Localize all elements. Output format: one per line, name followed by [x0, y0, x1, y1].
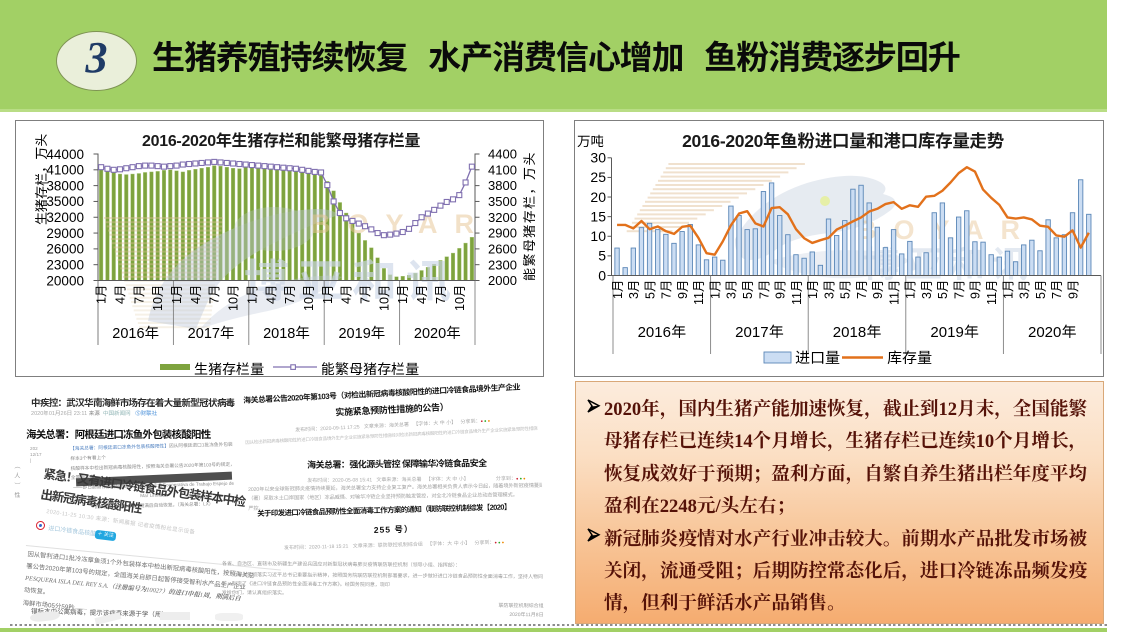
svg-text:32000: 32000	[46, 210, 84, 225]
svg-text:15: 15	[590, 208, 606, 224]
svg-text:11月: 11月	[692, 280, 706, 306]
svg-text:5月: 5月	[936, 280, 950, 300]
svg-text:1月: 1月	[170, 285, 184, 305]
svg-text:35000: 35000	[46, 194, 84, 209]
svg-text:2018年: 2018年	[263, 325, 310, 342]
svg-text:4月: 4月	[264, 285, 278, 305]
svg-text:5: 5	[598, 248, 606, 264]
svg-text:3月: 3月	[627, 280, 641, 300]
svg-text:进口量: 进口量	[795, 350, 840, 367]
svg-text:3月: 3月	[1018, 280, 1032, 300]
svg-text:2600: 2600	[488, 241, 517, 256]
svg-text:万吨: 万吨	[577, 134, 604, 149]
svg-text:2016-2020年生猪存栏和能繁母猪存栏量: 2016-2020年生猪存栏和能繁母猪存栏量	[142, 131, 420, 150]
svg-text:2300: 2300	[488, 257, 517, 272]
svg-text:7月: 7月	[132, 285, 146, 305]
svg-text:25: 25	[590, 169, 606, 185]
svg-text:4400: 4400	[488, 147, 517, 162]
svg-text:2000: 2000	[488, 273, 517, 288]
svg-text:7月: 7月	[359, 285, 373, 305]
svg-text:10: 10	[590, 228, 606, 244]
svg-text:10月: 10月	[302, 285, 316, 311]
svg-text:2020年: 2020年	[414, 325, 461, 342]
svg-text:2900: 2900	[488, 226, 517, 241]
svg-text:23000: 23000	[46, 257, 84, 272]
svg-text:3800: 3800	[488, 178, 517, 193]
svg-text:9月: 9月	[676, 280, 690, 300]
svg-text:38000: 38000	[46, 178, 84, 193]
svg-text:30: 30	[590, 150, 606, 166]
svg-text:5月: 5月	[839, 280, 853, 300]
svg-text:5月: 5月	[741, 280, 755, 300]
svg-text:11月: 11月	[887, 280, 901, 306]
svg-text:9月: 9月	[774, 280, 788, 300]
svg-text:7月: 7月	[757, 280, 771, 300]
svg-text:1月: 1月	[1001, 280, 1015, 300]
svg-text:9月: 9月	[1066, 280, 1080, 300]
svg-text:7月: 7月	[208, 285, 222, 305]
svg-text:2016-2020年鱼粉进口量和港口库存量走势: 2016-2020年鱼粉进口量和港口库存量走势	[682, 131, 1004, 151]
svg-text:3月: 3月	[725, 280, 739, 300]
svg-text:0: 0	[598, 267, 606, 283]
svg-text:7月: 7月	[855, 280, 869, 300]
svg-text:7月: 7月	[952, 280, 966, 300]
svg-text:11月: 11月	[985, 280, 999, 306]
svg-text:7月: 7月	[1050, 280, 1064, 300]
svg-text:BOYAR: BOYAR	[857, 215, 1037, 245]
svg-text:1月: 1月	[904, 280, 918, 300]
svg-text:2019年: 2019年	[338, 325, 385, 342]
svg-text:2017年: 2017年	[188, 325, 235, 342]
svg-text:1月: 1月	[245, 285, 259, 305]
svg-text:生猪存栏量: 生猪存栏量	[194, 361, 264, 376]
svg-text:10月: 10月	[227, 285, 241, 311]
svg-text:3200: 3200	[488, 210, 517, 225]
svg-text:库存量: 库存量	[887, 350, 932, 367]
svg-text:2016年: 2016年	[112, 325, 159, 342]
svg-text:3月: 3月	[822, 280, 836, 300]
svg-text:20000: 20000	[46, 273, 84, 288]
svg-text:7月: 7月	[283, 285, 297, 305]
svg-text:10月: 10月	[151, 285, 165, 311]
svg-text:1月: 1月	[806, 280, 820, 300]
svg-text:4月: 4月	[340, 285, 354, 305]
svg-text:1月: 1月	[611, 280, 625, 300]
svg-text:5月: 5月	[643, 280, 657, 300]
svg-text:4月: 4月	[415, 285, 429, 305]
svg-text:20: 20	[590, 189, 606, 205]
svg-text:7月: 7月	[434, 285, 448, 305]
svg-text:2019年: 2019年	[930, 324, 978, 341]
svg-text:2017年: 2017年	[735, 324, 783, 341]
svg-text:10月: 10月	[453, 285, 467, 311]
svg-text:1月: 1月	[95, 285, 109, 305]
svg-text:1月: 1月	[396, 285, 410, 305]
svg-text:博亚和讯: 博亚和讯	[244, 256, 460, 307]
svg-text:10月: 10月	[377, 285, 391, 311]
svg-text:4月: 4月	[113, 285, 127, 305]
svg-text:4100: 4100	[488, 162, 517, 177]
svg-text:1月: 1月	[708, 280, 722, 300]
svg-text:9月: 9月	[969, 280, 983, 300]
svg-text:5月: 5月	[1034, 280, 1048, 300]
svg-text:9月: 9月	[871, 280, 885, 300]
svg-text:1月: 1月	[321, 285, 335, 305]
svg-text:2020年: 2020年	[1028, 324, 1076, 341]
svg-text:2016年: 2016年	[638, 324, 686, 341]
svg-text:能繁母猪存栏量: 能繁母猪存栏量	[321, 361, 419, 376]
svg-text:44000: 44000	[46, 147, 84, 162]
svg-text:11月: 11月	[790, 280, 804, 306]
svg-text:7月: 7月	[660, 280, 674, 300]
svg-text:26000: 26000	[46, 242, 84, 257]
svg-text:3月: 3月	[920, 280, 934, 300]
svg-text:4月: 4月	[189, 285, 203, 305]
svg-text:41000: 41000	[46, 163, 84, 178]
svg-text:3500: 3500	[488, 194, 517, 209]
svg-text:29000: 29000	[46, 226, 84, 241]
svg-text:2018年: 2018年	[833, 324, 881, 341]
